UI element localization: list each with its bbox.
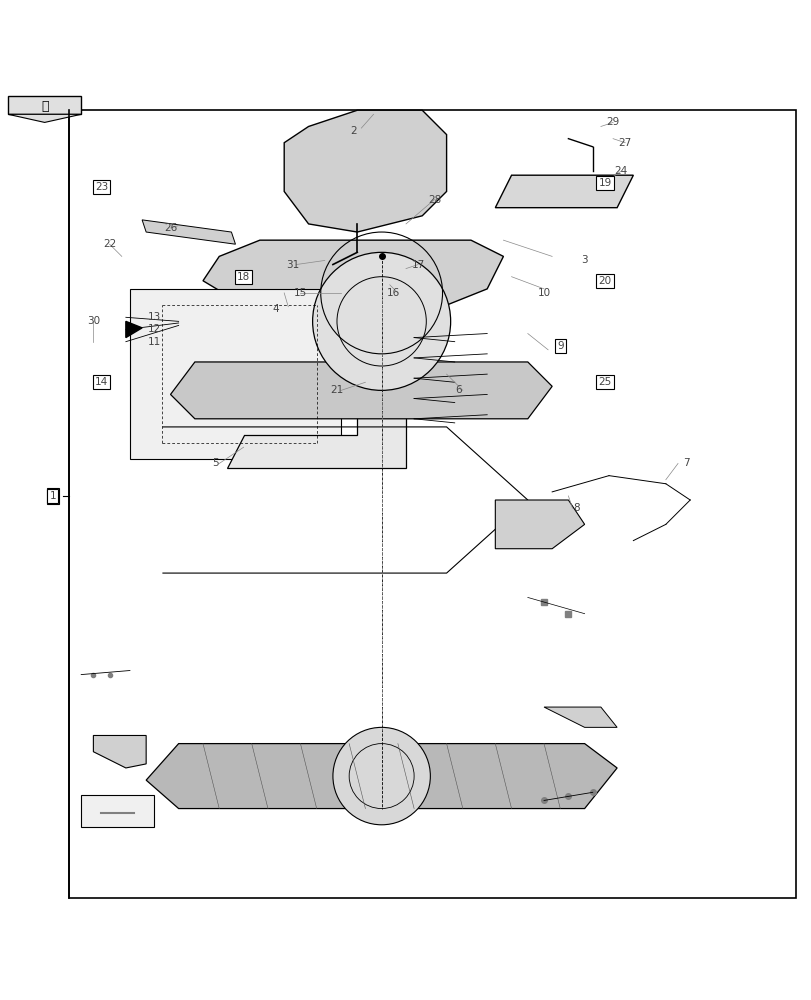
Polygon shape — [495, 500, 584, 549]
Text: 2: 2 — [350, 126, 356, 136]
Polygon shape — [142, 220, 235, 244]
Text: 15: 15 — [294, 288, 307, 298]
Text: 31: 31 — [285, 260, 298, 270]
Text: 3: 3 — [581, 255, 587, 265]
Polygon shape — [203, 240, 503, 305]
Circle shape — [333, 727, 430, 825]
Text: 14: 14 — [95, 377, 108, 387]
Polygon shape — [146, 744, 616, 809]
Text: 27: 27 — [618, 138, 631, 148]
Circle shape — [312, 252, 450, 390]
Text: 8: 8 — [573, 503, 579, 513]
Text: 7: 7 — [682, 458, 689, 468]
Text: 22: 22 — [103, 239, 116, 249]
Text: 20: 20 — [598, 276, 611, 286]
Polygon shape — [170, 362, 551, 419]
Text: 17: 17 — [411, 260, 424, 270]
Text: 5: 5 — [212, 458, 218, 468]
Text: 6: 6 — [455, 385, 461, 395]
Bar — [81, 795, 154, 827]
Text: 23: 23 — [95, 182, 108, 192]
Polygon shape — [495, 175, 633, 208]
Polygon shape — [284, 110, 446, 232]
Text: 18: 18 — [237, 272, 250, 282]
Polygon shape — [8, 114, 81, 122]
Text: 12: 12 — [148, 324, 161, 334]
Text: 11: 11 — [148, 337, 161, 347]
Text: 19: 19 — [598, 178, 611, 188]
Polygon shape — [8, 96, 81, 114]
Text: 30: 30 — [87, 316, 100, 326]
Text: 28: 28 — [427, 195, 440, 205]
Text: 10: 10 — [537, 288, 550, 298]
Text: 9: 9 — [556, 341, 563, 351]
Text: 29: 29 — [606, 117, 619, 127]
Text: 24: 24 — [614, 166, 627, 176]
Text: 21: 21 — [330, 385, 343, 395]
Text: 1: 1 — [49, 491, 56, 501]
Text: 16: 16 — [387, 288, 400, 298]
Text: 25: 25 — [598, 377, 611, 387]
Polygon shape — [130, 289, 341, 459]
Polygon shape — [126, 321, 142, 338]
Text: 4: 4 — [272, 304, 279, 314]
Text: 1: 1 — [49, 491, 56, 501]
Polygon shape — [227, 313, 406, 468]
Polygon shape — [543, 707, 616, 727]
Polygon shape — [93, 735, 146, 768]
Text: 26: 26 — [164, 223, 177, 233]
Text: 13: 13 — [148, 312, 161, 322]
Bar — [69, 110, 795, 898]
Text: ✋: ✋ — [41, 100, 49, 113]
